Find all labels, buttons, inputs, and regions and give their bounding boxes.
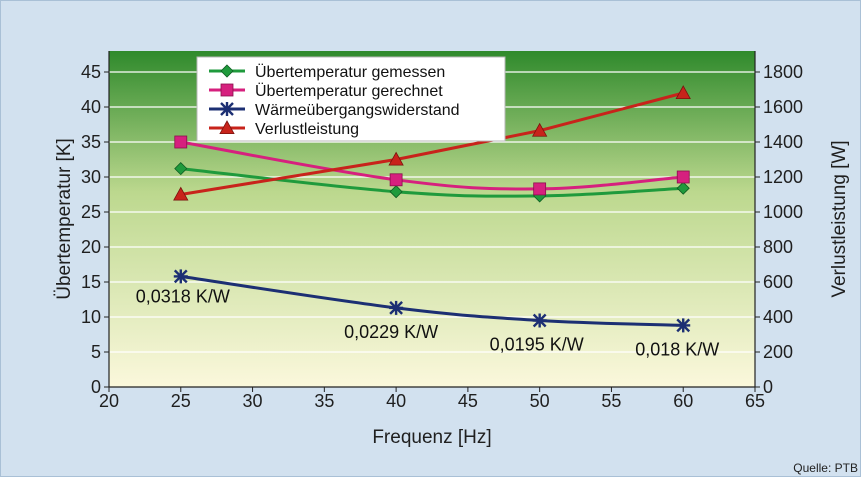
series-verlustleistung-point: [388, 151, 404, 166]
axes: [104, 51, 760, 392]
legend-label: Wärmeübergangswiderstand: [255, 102, 460, 119]
y-left-tick-label: 20: [81, 237, 101, 257]
series-übertemperatur-gerechnet-point: [533, 182, 547, 196]
tick-labels: 20 25 30 35 40 45 50 55 60 6505101520253035404502…: [81, 62, 803, 411]
y-right-tick-label: 0: [763, 377, 773, 397]
series-übertemperatur-gemessen-point: [174, 162, 188, 176]
x-tick-label: 20: [99, 391, 119, 411]
series-übertemperatur-gerechnet-line: [180, 140, 684, 191]
y-left-tick-label: 40: [81, 97, 101, 117]
x-tick-label: 50: [530, 391, 550, 411]
series-übertemperatur-gemessen-point: [389, 185, 403, 199]
series-wärmeübergangswiderstand-point: [389, 300, 404, 315]
y-right-tick-label: 1800: [763, 62, 803, 82]
series-übertemperatur-gemessen-line: [180, 167, 684, 198]
series-verlustleistung-line: [180, 91, 684, 196]
series-wärmeübergangswiderstand-point: [173, 269, 188, 284]
series-verlustleistung-point: [173, 186, 189, 201]
data-labels: 0,0318 K/W 0,0229 K/W 0,0195 K/W 0,018 K/W: [136, 286, 719, 359]
y-right-tick-label: 200: [763, 342, 793, 362]
y-left-tick-label: 15: [81, 272, 101, 292]
y-right-tick-label: 1200: [763, 167, 803, 187]
y-right-tick-label: 1000: [763, 202, 803, 222]
x-tick-label: 40: [386, 391, 406, 411]
data-label: 0,018 K/W: [635, 339, 719, 359]
legend-swatch-marker: [219, 120, 235, 135]
y-left-tick-label: 0: [91, 377, 101, 397]
x-tick-label: 25: [171, 391, 191, 411]
y-right-tick-label: 1400: [763, 132, 803, 152]
x-tick-label: 45: [458, 391, 478, 411]
series-group: [173, 85, 691, 333]
source-note: Quelle: PTB: [793, 461, 858, 475]
series-übertemperatur-gerechnet-point: [174, 135, 188, 149]
y-left-tick-label: 30: [81, 167, 101, 187]
data-label: 0,0318 K/W: [136, 286, 230, 306]
legend-label: Übertemperatur gemessen: [255, 63, 445, 81]
y-left-tick-label: 35: [81, 132, 101, 152]
y-left-tick-label: 45: [81, 62, 101, 82]
gridlines: [109, 71, 755, 353]
x-tick-label: 60: [673, 391, 693, 411]
series-übertemperatur-gemessen-point: [676, 181, 690, 195]
series-wärmeübergangswiderstand-point: [532, 313, 547, 328]
x-tick-label: 55: [601, 391, 621, 411]
legend-swatch-marker: [220, 64, 234, 78]
legend-label: Übertemperatur gerechnet: [255, 82, 443, 100]
legend-box: [196, 56, 506, 142]
series-wärmeübergangswiderstand-line: [180, 274, 684, 327]
data-label: 0,0229 K/W: [344, 322, 438, 342]
data-label: 0,0195 K/W: [490, 335, 584, 355]
y-right-tick-label: 800: [763, 237, 793, 257]
y-left-tick-label: 10: [81, 307, 101, 327]
series-übertemperatur-gerechnet-point: [389, 173, 403, 187]
y-right-tick-label: 600: [763, 272, 793, 292]
legend-swatch-marker: [220, 102, 234, 116]
y-left-tick-label: 25: [81, 202, 101, 222]
series-übertemperatur-gerechnet-point: [676, 170, 690, 184]
y-axis-left-title: Übertemperatur [K]: [54, 138, 75, 300]
x-axis-title: Frequenz [Hz]: [372, 427, 491, 448]
x-tick-label: 65: [745, 391, 765, 411]
legend-swatch-marker: [220, 83, 234, 97]
series-verlustleistung-point: [675, 85, 691, 99]
series-wärmeübergangswiderstand-point: [676, 318, 691, 333]
y-axis-right-title: Verlustleistung [W]: [829, 140, 850, 297]
series-verlustleistung-point: [531, 122, 548, 137]
legend-label: Verlustleistung: [255, 121, 359, 138]
y-left-tick-label: 5: [91, 342, 101, 362]
y-right-tick-label: 1600: [763, 97, 803, 117]
x-tick-label: 35: [314, 391, 334, 411]
x-tick-label: 30: [243, 391, 263, 411]
y-right-tick-label: 400: [763, 307, 793, 327]
